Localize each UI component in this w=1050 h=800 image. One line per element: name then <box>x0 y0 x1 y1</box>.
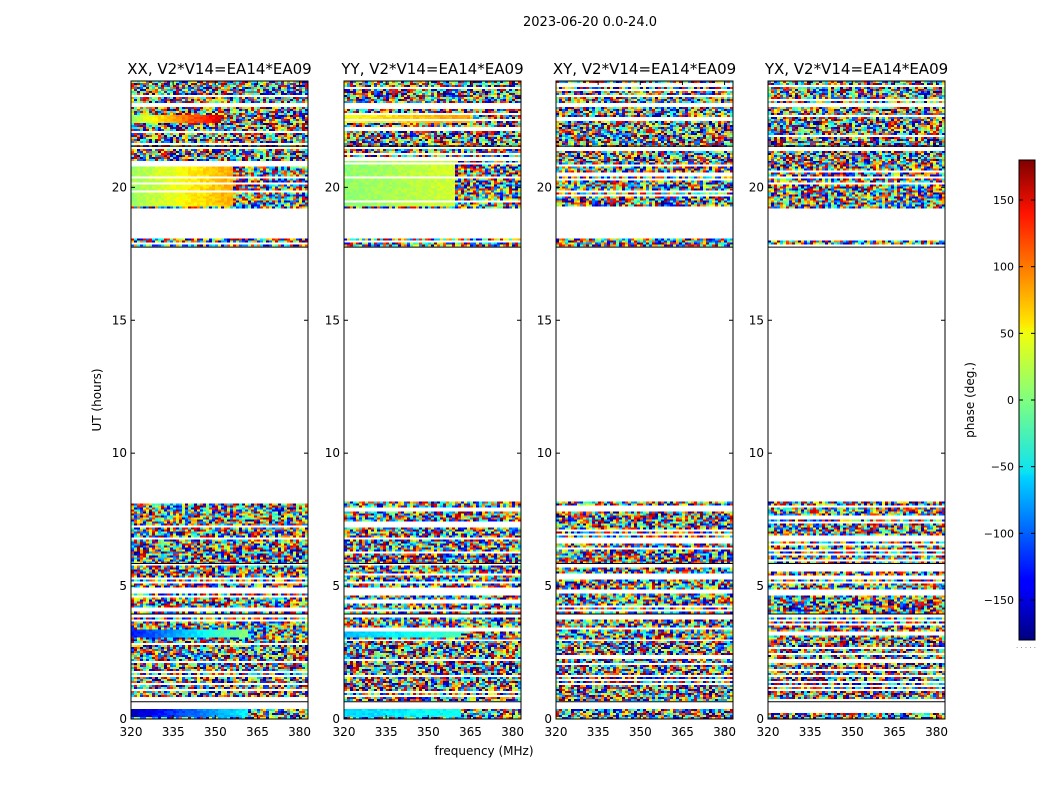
colorbar-ticks: −150 −100 −50 0 50 100 150 <box>984 194 1035 607</box>
x-axis-label: frequency (MHz) <box>434 744 533 758</box>
colorbar-tick-label: −150 <box>984 594 1014 607</box>
panel-heatmap-image <box>344 81 521 719</box>
y-tick-label: 10 <box>537 446 552 460</box>
panel-frame <box>130 80 309 720</box>
y-tick-label: 0 <box>119 712 127 726</box>
x-tick-label: 350 <box>841 725 864 739</box>
panel-frame <box>343 80 522 720</box>
panel-title: XX, V2*V14=EA14*EA09 <box>127 60 311 78</box>
colorbar-tick-label: 0 <box>1007 394 1014 407</box>
colorbar-tick-label: 100 <box>993 261 1014 274</box>
x-tick-label: 350 <box>629 725 652 739</box>
x-tick-label: 335 <box>799 725 822 739</box>
y-tick-label: 5 <box>756 579 764 593</box>
panel-4: YX, V2*V14=EA14*EA09 320 335 350 365 380 0 5 10 1… <box>749 60 948 739</box>
x-tick-label: 335 <box>162 725 185 739</box>
y-tick-label: 10 <box>112 446 127 460</box>
y-tick-label: 15 <box>749 313 764 327</box>
x-tick-label: 320 <box>120 725 143 739</box>
panel-frame <box>555 80 734 720</box>
x-tick-label: 350 <box>417 725 440 739</box>
panels: XX, V2*V14=EA14*EA09 320 335 350 365 380 0 5 10 1… <box>112 60 948 739</box>
x-tick-label: 335 <box>587 725 610 739</box>
x-tick-label: 380 <box>501 725 524 739</box>
y-tick-label: 20 <box>112 180 127 194</box>
panel-2: YY, V2*V14=EA14*EA09 320 335 350 365 380 0 5 10 1… <box>325 60 524 739</box>
colorbar-label: phase (deg.) <box>963 362 977 438</box>
colorbar-footer-mark: . . . . . <box>1016 642 1036 650</box>
panel-1: XX, V2*V14=EA14*EA09 320 335 350 365 380 0 5 10 1… <box>112 60 312 739</box>
x-tick-label: 380 <box>713 725 736 739</box>
colorbar-tick-label: 150 <box>993 194 1014 207</box>
x-tick-label: 365 <box>671 725 694 739</box>
y-tick-label: 5 <box>544 579 552 593</box>
colorbar-tick-label: −50 <box>991 461 1014 474</box>
x-tick-label: 365 <box>459 725 482 739</box>
panel-title: YX, V2*V14=EA14*EA09 <box>764 60 948 78</box>
x-tick-label: 350 <box>204 725 227 739</box>
y-tick-label: 0 <box>544 712 552 726</box>
x-tick-label: 335 <box>375 725 398 739</box>
y-tick-label: 0 <box>756 712 764 726</box>
colorbar-tick-label: −100 <box>984 527 1014 540</box>
y-tick-label: 5 <box>332 579 340 593</box>
x-tick-label: 320 <box>757 725 780 739</box>
x-tick-label: 320 <box>333 725 356 739</box>
x-tick-label: 380 <box>925 725 948 739</box>
panel-3: XY, V2*V14=EA14*EA09 320 335 350 365 380 0 5 10 1… <box>537 60 736 739</box>
y-tick-label: 15 <box>112 313 127 327</box>
y-tick-label: 20 <box>537 180 552 194</box>
y-tick-label: 15 <box>325 313 340 327</box>
panel-frame <box>767 80 946 720</box>
panel-heatmap-image <box>131 81 308 719</box>
colorbar: −150 −100 −50 0 50 100 150 phase (deg.) . . . … <box>963 159 1036 650</box>
x-tick-label: 320 <box>545 725 568 739</box>
x-tick-label: 365 <box>246 725 269 739</box>
x-tick-label: 365 <box>883 725 906 739</box>
x-tick-label: 380 <box>288 725 311 739</box>
panel-title: XY, V2*V14=EA14*EA09 <box>553 60 736 78</box>
y-tick-label: 10 <box>325 446 340 460</box>
figure-title: 2023-06-20 0.0-24.0 <box>523 15 657 30</box>
colorbar-tick-label: 50 <box>1000 327 1014 340</box>
y-tick-label: 0 <box>332 712 340 726</box>
y-axis-label: UT (hours) <box>90 368 104 431</box>
y-tick-label: 10 <box>749 446 764 460</box>
panel-heatmap-image <box>556 81 733 719</box>
y-tick-label: 5 <box>119 579 127 593</box>
y-tick-label: 20 <box>749 180 764 194</box>
y-tick-label: 15 <box>537 313 552 327</box>
panel-heatmap-image <box>768 81 945 719</box>
panel-title: YY, V2*V14=EA14*EA09 <box>340 60 523 78</box>
y-tick-label: 20 <box>325 180 340 194</box>
